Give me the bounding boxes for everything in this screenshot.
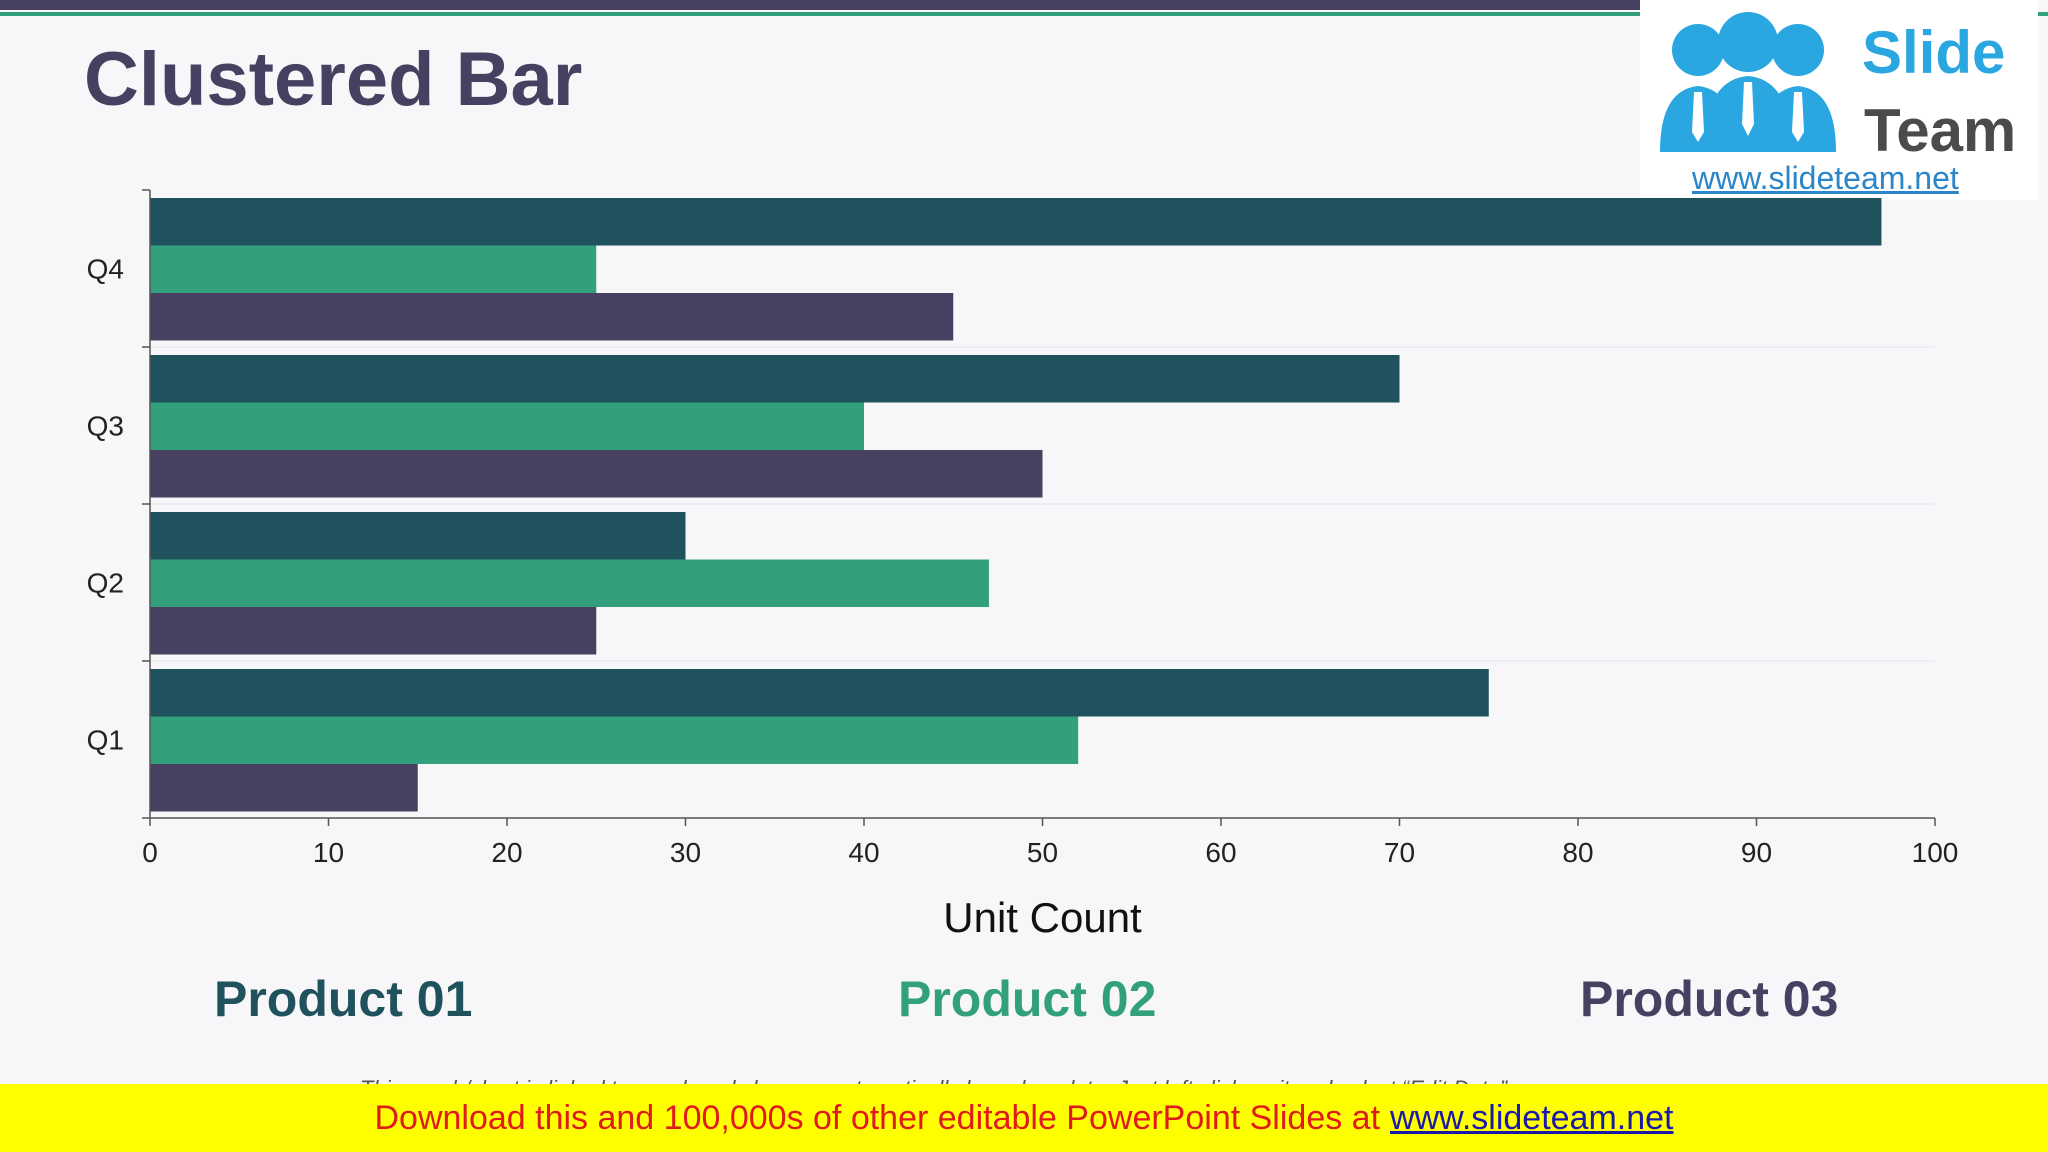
- y-tick-label-q4: Q4: [87, 254, 124, 285]
- bar-q2-series-1: [150, 512, 686, 560]
- logo-word-slide: Slide: [1862, 19, 2006, 86]
- y-tick-label-q1: Q1: [87, 725, 124, 756]
- legend-product-03: Product 03: [1580, 971, 1839, 1027]
- bar-q4-series-1: [150, 198, 1882, 246]
- bar-q1-series-3: [150, 764, 418, 812]
- bar-q3-series-2: [150, 402, 864, 450]
- x-tick-label-100: 100: [1912, 837, 1959, 868]
- x-tick-label-10: 10: [313, 837, 344, 868]
- bar-q4-series-3: [150, 293, 954, 341]
- banner-link[interactable]: www.slideteam.net: [1390, 1098, 1674, 1137]
- y-tick-label-q2: Q2: [87, 568, 124, 599]
- x-tick-label-30: 30: [670, 837, 701, 868]
- logo-url-link[interactable]: www.slideteam.net: [1692, 160, 1959, 196]
- banner-text: Download this and 100,000s of other edit…: [374, 1098, 1381, 1137]
- bar-q1-series-2: [150, 716, 1079, 764]
- slideteam-logo: Slide Team www.slideteam.net: [1640, 0, 2038, 200]
- x-tick-label-20: 20: [491, 837, 522, 868]
- bar-q1-series-1: [150, 669, 1489, 717]
- legend-product-02: Product 02: [898, 971, 1157, 1027]
- x-tick-label-40: 40: [848, 837, 879, 868]
- download-banner: Download this and 100,000s of other edit…: [0, 1084, 2048, 1152]
- x-tick-label-70: 70: [1384, 837, 1415, 868]
- bar-q2-series-3: [150, 607, 597, 655]
- legend-product-01: Product 01: [214, 971, 473, 1027]
- x-tick-label-60: 60: [1205, 837, 1236, 868]
- top-accent-line: [0, 12, 2048, 16]
- y-tick-label-q3: Q3: [87, 411, 124, 442]
- clustered-bar-chart: Q1 Q2 Q3 Q4 0 10 20 30 40 50 60 70 80 90 100 Unit Count: [87, 189, 1959, 941]
- people-icon: [1660, 12, 1836, 152]
- x-tick-label-0: 0: [142, 837, 158, 868]
- x-axis-title: Unit Count: [943, 894, 1142, 941]
- x-tick-label-90: 90: [1741, 837, 1772, 868]
- bar-q4-series-2: [150, 245, 597, 293]
- slide-title: Clustered Bar: [84, 37, 583, 122]
- logo-word-team: Team: [1864, 97, 2017, 164]
- top-accent-bar: [0, 0, 1640, 10]
- x-tick-label-80: 80: [1562, 837, 1593, 868]
- bar-q3-series-1: [150, 355, 1400, 403]
- bar-q3-series-3: [150, 450, 1043, 498]
- bar-q2-series-2: [150, 559, 989, 607]
- x-tick-label-50: 50: [1027, 837, 1058, 868]
